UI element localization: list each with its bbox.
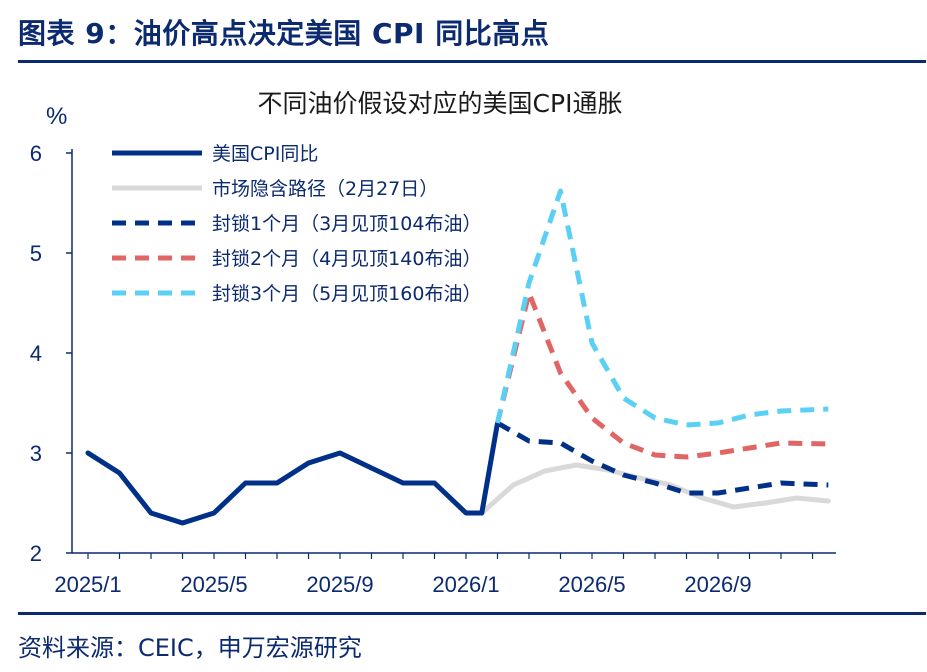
series-line-0 [85, 420, 500, 526]
cpi-chart: 不同油价假设对应的美国CPI通胀 % 2 3 4 5 6 2025/1 2025/5 2025… [30, 89, 836, 597]
y-tick-label: 4 [30, 341, 42, 366]
series-line-4 [495, 188, 829, 428]
y-axis-unit: % [46, 103, 67, 130]
legend-label-3: 封锁2个月（4月见顶140布油） [212, 248, 481, 270]
top-rule [18, 60, 926, 63]
legend-label-0: 美国CPI同比 [212, 143, 318, 165]
series-line-2 [496, 420, 829, 496]
figure-title: 图表 9：油价高点决定美国 CPI 同比高点 [18, 17, 550, 50]
legend-label-2: 封锁1个月（3月见顶104布油） [212, 213, 481, 235]
x-tick-label: 2026/9 [684, 572, 751, 597]
series-line-1 [479, 462, 831, 516]
bottom-rule [18, 612, 926, 615]
y-tick-label: 6 [30, 141, 42, 166]
y-tick-label: 3 [30, 441, 42, 466]
x-tick-label: 2025/9 [306, 572, 373, 597]
y-tick-label: 2 [30, 541, 42, 566]
legend-label-1: 市场隐含路径（2月27日） [212, 178, 438, 200]
source-note: 资料来源：CEIC，申万宏源研究 [18, 634, 362, 662]
x-tick-label: 2026/5 [558, 572, 625, 597]
series-line-3 [495, 290, 829, 460]
series-lines [85, 188, 831, 526]
x-tick-label: 2026/1 [432, 572, 499, 597]
axes: 2 3 4 5 6 2025/1 2025/5 2025/9 2026/1 2026/5 2026/… [30, 141, 836, 597]
x-tick-label: 2025/1 [54, 572, 121, 597]
legend-label-4: 封锁3个月（5月见顶160布油） [212, 283, 481, 305]
chart-title: 不同油价假设对应的美国CPI通胀 [258, 89, 623, 118]
x-tick-label: 2025/5 [180, 572, 247, 597]
y-tick-label: 5 [30, 241, 42, 266]
